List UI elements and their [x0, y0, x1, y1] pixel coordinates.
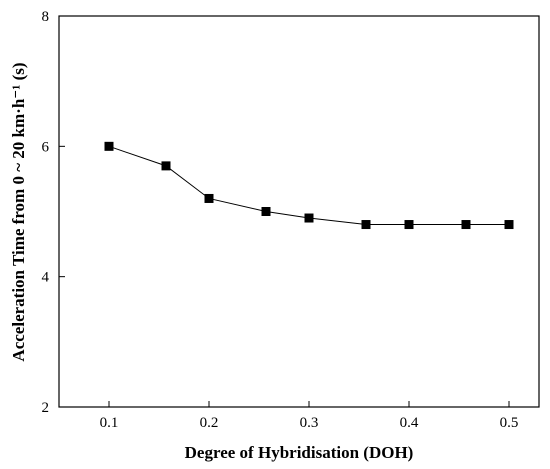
- y-tick-label: 4: [42, 270, 50, 286]
- data-point: [161, 161, 171, 171]
- data-point: [504, 220, 514, 230]
- y-axis-title: Acceleration Time from 0 ~ 20 km·h⁻¹ (s): [9, 62, 28, 361]
- data-point: [304, 213, 314, 223]
- x-tick-label: 0.4: [400, 415, 419, 431]
- y-tick-label: 6: [42, 139, 50, 155]
- y-axis-ticks: 2 4 6 8: [42, 9, 65, 416]
- x-axis-title: Degree of Hybridisation (DOH): [185, 443, 414, 462]
- data-point: [461, 220, 471, 230]
- data-point: [261, 207, 271, 216]
- x-tick-label: 0.3: [300, 415, 319, 431]
- data-point: [361, 220, 371, 230]
- y-tick-label: 8: [42, 9, 50, 25]
- y-tick-label: 2: [42, 400, 50, 416]
- plot-frame: [58, 15, 540, 408]
- x-tick-label: 0.5: [500, 415, 519, 431]
- x-tick-label: 0.1: [100, 415, 119, 431]
- data-point: [404, 220, 414, 230]
- data-point: [204, 193, 214, 203]
- x-axis-ticks: 0.1 0.2 0.3 0.4 0.5: [100, 401, 519, 431]
- series-points: [104, 141, 514, 230]
- data-point: [104, 141, 114, 151]
- series-line: [108, 145, 509, 226]
- x-tick-label: 0.2: [200, 415, 219, 431]
